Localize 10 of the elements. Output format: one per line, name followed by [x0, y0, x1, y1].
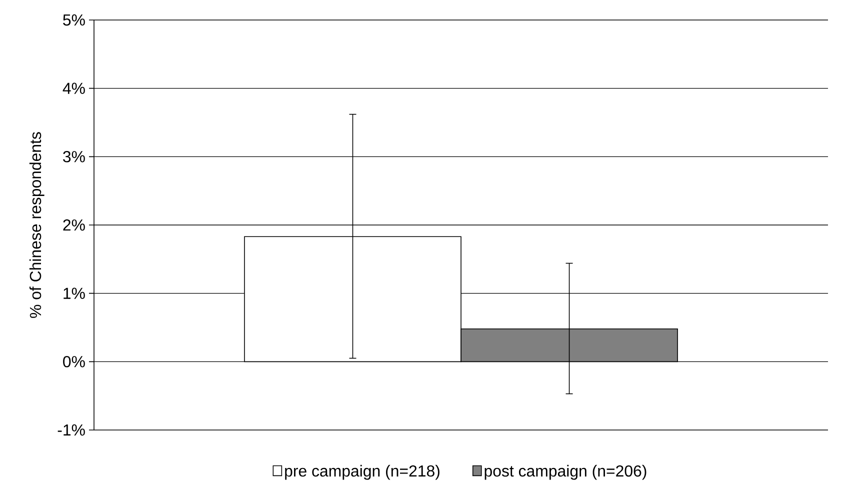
y-axis-title: % of Chinese respondents [29, 132, 44, 318]
y-tick-label: 1% [64, 288, 85, 299]
y-tick-label: 4% [62, 82, 85, 94]
y-tick-label: 2% [63, 219, 85, 231]
legend-label: pre campaign (n=218) [285, 464, 440, 480]
y-tick-label: 5% [63, 14, 85, 26]
y-tick-label: 3% [63, 151, 85, 162]
y-tick-label: 0% [63, 356, 85, 368]
legend-label: post campaign (n=206) [484, 464, 646, 480]
y-tick-label: -1% [58, 424, 85, 436]
